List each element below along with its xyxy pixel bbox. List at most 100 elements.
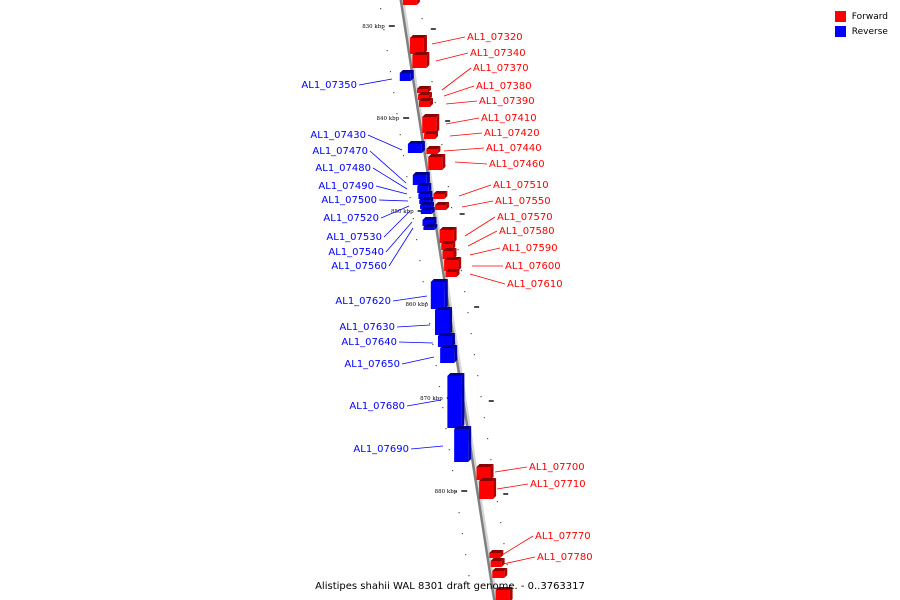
gene-feature[interactable]	[412, 172, 430, 185]
gene-label[interactable]: AL1_07700	[529, 462, 585, 473]
gene-label[interactable]: AL1_07690	[353, 444, 409, 455]
gene-label[interactable]: AL1_07420	[484, 128, 540, 139]
gene-label[interactable]: AL1_07640	[341, 337, 397, 348]
gene-label[interactable]: AL1_07430	[310, 130, 366, 141]
gene-feature[interactable]	[426, 146, 441, 154]
gene-feature[interactable]	[435, 307, 453, 335]
gene-label-leader	[445, 100, 478, 105]
gene-feature[interactable]	[440, 345, 458, 363]
minor-tick	[458, 512, 460, 514]
gene-label[interactable]: AL1_07370	[473, 63, 529, 74]
gene-feature[interactable]	[424, 131, 439, 139]
minor-tick	[480, 396, 482, 398]
legend-label-forward: Forward	[851, 11, 888, 22]
minor-tick	[468, 575, 470, 577]
kbp-tick-label: 830 kbp	[362, 24, 385, 30]
gene-label-leader	[401, 356, 435, 365]
gene-label[interactable]: AL1_07620	[335, 296, 391, 307]
gene-label[interactable]: AL1_07320	[467, 32, 523, 43]
gene-label[interactable]: AL1_07600	[505, 261, 561, 272]
gene-feature[interactable]	[428, 154, 446, 170]
legend-item-reverse[interactable]: Reverse	[834, 24, 888, 39]
gene-feature[interactable]	[490, 558, 505, 567]
gene-feature[interactable]	[412, 52, 430, 68]
gene-label[interactable]: AL1_07350	[301, 80, 357, 91]
gene-label[interactable]: AL1_07590	[502, 243, 558, 254]
gene-feature[interactable]	[489, 550, 504, 558]
minor-tick	[431, 81, 433, 83]
minor-tick	[434, 102, 436, 104]
gene-label[interactable]: AL1_07650	[344, 359, 400, 370]
gene-label-leader	[375, 185, 408, 195]
gene-feature[interactable]	[433, 191, 448, 199]
gene-label[interactable]: AL1_07440	[486, 143, 542, 154]
gene-label[interactable]: AL1_07710	[530, 479, 586, 490]
gene-label[interactable]: AL1_07560	[331, 261, 387, 272]
gene-label[interactable]: AL1_07770	[535, 531, 591, 542]
gene-label-leader	[464, 216, 496, 237]
minor-tick	[416, 239, 418, 241]
gene-label-leader	[458, 184, 492, 197]
gene-feature[interactable]	[399, 70, 414, 81]
gene-feature[interactable]	[423, 224, 438, 230]
gene-label[interactable]: AL1_07500	[321, 195, 377, 206]
gene-label[interactable]: AL1_07510	[493, 180, 549, 191]
gene-label-leader	[502, 556, 536, 565]
gene-label[interactable]: AL1_07780	[537, 552, 593, 563]
legend-item-forward[interactable]: Forward	[834, 9, 888, 24]
gene-label-leader	[445, 117, 480, 125]
gene-feature[interactable]	[417, 183, 432, 193]
gene-label[interactable]: AL1_07340	[470, 48, 526, 59]
gene-label[interactable]: AL1_07480	[315, 163, 371, 174]
gene-label[interactable]: AL1_07540	[328, 247, 384, 258]
gene-label[interactable]: AL1_07490	[318, 181, 374, 192]
minor-tick	[448, 449, 450, 451]
gene-label[interactable]: AL1_07380	[476, 81, 532, 92]
gene-feature[interactable]	[409, 35, 427, 54]
gene-feature[interactable]	[422, 217, 437, 226]
gene-label[interactable]: AL1_07550	[495, 196, 551, 207]
minor-tick	[506, 564, 508, 566]
gene-label[interactable]: AL1_07630	[339, 322, 395, 333]
gene-feature[interactable]	[407, 141, 425, 153]
gene-feature[interactable]	[454, 426, 472, 462]
gene-label-leader	[469, 247, 501, 256]
gene-feature[interactable]	[492, 568, 508, 578]
gene-feature[interactable]	[495, 587, 513, 600]
gene-feature[interactable]	[422, 114, 440, 133]
kbp-tick-label: 840 kbp	[377, 116, 400, 122]
gene-label[interactable]: AL1_07610	[507, 279, 563, 290]
gene-label[interactable]: AL1_07580	[499, 226, 555, 237]
gene-label[interactable]: AL1_07470	[312, 146, 368, 157]
gene-feature[interactable]	[439, 227, 457, 243]
gene-label-leader	[494, 466, 528, 473]
gene-feature[interactable]	[430, 279, 448, 309]
gene-feature[interactable]	[420, 207, 435, 214]
gene-feature[interactable]	[476, 464, 494, 480]
gene-label[interactable]: AL1_07390	[479, 96, 535, 107]
gene-label-leader	[380, 205, 410, 219]
gene-label[interactable]: AL1_07530	[326, 232, 382, 243]
gene-feature[interactable]	[442, 248, 457, 259]
gene-feature[interactable]	[445, 269, 460, 277]
kbp-tick-label: 850 kbp	[391, 209, 414, 215]
gene-feature[interactable]	[437, 333, 455, 347]
gene-label[interactable]: AL1_07570	[497, 212, 553, 223]
gene-label[interactable]: AL1_07460	[489, 159, 545, 170]
gene-feature[interactable]	[402, 0, 420, 5]
minor-tick	[406, 176, 408, 178]
gene-feature[interactable]	[435, 202, 450, 210]
gene-feature[interactable]	[416, 86, 431, 93]
gene-feature[interactable]	[441, 241, 456, 250]
gene-feature[interactable]	[447, 373, 465, 428]
minor-tick	[496, 501, 499, 503]
gene-label[interactable]: AL1_07680	[349, 401, 405, 412]
gene-label-leader	[469, 273, 506, 285]
gene-label[interactable]: AL1_07520	[323, 213, 379, 224]
gene-label[interactable]: AL1_07410	[481, 113, 537, 124]
gene-feature[interactable]	[418, 98, 433, 107]
reverse-swatch	[834, 26, 846, 37]
minor-tick	[464, 291, 466, 293]
gene-feature[interactable]	[479, 478, 497, 499]
gene-feature[interactable]	[444, 257, 462, 271]
